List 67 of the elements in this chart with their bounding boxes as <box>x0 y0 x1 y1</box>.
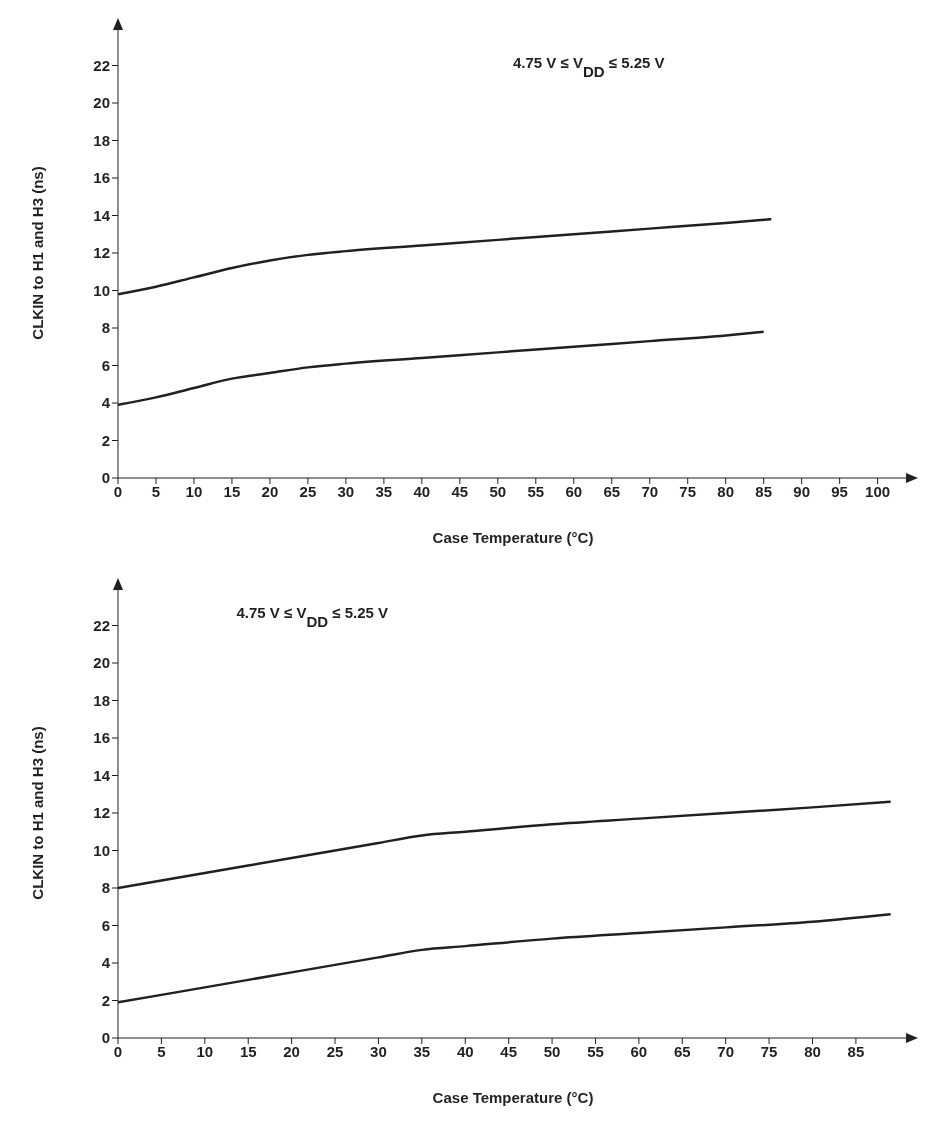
y-tick-label: 2 <box>101 431 110 449</box>
y-tick-label: 18 <box>93 691 110 709</box>
x-tick-label: 5 <box>151 482 161 500</box>
y-tick-label: 12 <box>93 244 110 262</box>
x-tick-label: 80 <box>804 1042 821 1060</box>
x-tick-label: 85 <box>847 1042 865 1060</box>
x-tick-label: 0 <box>113 482 123 500</box>
x-tick-label: 10 <box>185 482 203 500</box>
x-tick-label: 40 <box>413 482 431 500</box>
x-tick-label: 70 <box>641 482 659 500</box>
x-tick-label: 25 <box>299 482 317 500</box>
y-tick-label: 4 <box>101 954 111 972</box>
y-tick-label: 10 <box>93 281 110 299</box>
y-axis-title: CLKIN to H1 and H3 (ns) <box>29 726 47 900</box>
y-tick-label: 10 <box>93 841 110 859</box>
x-tick-label: 85 <box>755 482 773 500</box>
y-tick-label: 4 <box>101 394 111 412</box>
x-tick-label: 95 <box>831 482 848 500</box>
x-tick-label: 60 <box>565 482 583 500</box>
x-tick-label: 55 <box>587 1042 604 1060</box>
x-tick-label: 30 <box>370 1042 387 1060</box>
y-tick-label: 16 <box>93 169 110 187</box>
y-axis-title: CLKIN to H1 and H3 (ns) <box>29 166 47 340</box>
x-tick-label: 35 <box>413 1042 431 1060</box>
x-tick-label: 15 <box>223 482 241 500</box>
x-tick-label: 60 <box>630 1042 648 1060</box>
y-tick-label: 22 <box>93 56 110 74</box>
x-tick-label: 70 <box>717 1042 735 1060</box>
x-tick-label: 75 <box>679 482 697 500</box>
x-tick-label: 35 <box>375 482 393 500</box>
x-tick-label: 50 <box>543 1042 561 1060</box>
x-tick-label: 100 <box>865 482 891 500</box>
x-axis-title: Case Temperature (°C) <box>432 529 594 546</box>
x-tick-label: 20 <box>261 482 279 500</box>
y-tick-label: 14 <box>93 206 111 224</box>
y-tick-label: 6 <box>101 916 110 934</box>
y-tick-label: 0 <box>101 469 110 487</box>
x-tick-label: 65 <box>603 482 621 500</box>
x-tick-label: 20 <box>283 1042 300 1060</box>
y-tick-label: 14 <box>93 766 111 784</box>
x-tick-label: 5 <box>157 1042 166 1060</box>
y-tick-label: 20 <box>93 654 110 672</box>
x-tick-label: 25 <box>326 1042 344 1060</box>
y-tick-label: 8 <box>101 319 110 337</box>
y-tick-label: 6 <box>101 356 110 374</box>
y-tick-label: 20 <box>93 94 110 112</box>
x-tick-label: 80 <box>717 482 735 500</box>
y-tick-label: 8 <box>101 879 110 897</box>
x-tick-label: 40 <box>456 1042 474 1060</box>
x-tick-label: 50 <box>489 482 507 500</box>
x-axis-title: Case Temperature (°C) <box>432 1089 594 1106</box>
y-tick-label: 18 <box>93 131 110 149</box>
x-tick-label: 10 <box>196 1042 214 1060</box>
x-tick-label: 65 <box>673 1042 691 1060</box>
y-tick-label: 12 <box>93 804 110 822</box>
x-tick-label: 55 <box>527 482 545 500</box>
y-tick-label: 0 <box>101 1029 110 1047</box>
x-tick-label: 75 <box>760 1042 778 1060</box>
x-tick-label: 30 <box>337 482 355 500</box>
y-tick-label: 22 <box>93 616 110 634</box>
x-tick-label: 45 <box>451 482 469 500</box>
x-tick-label: 0 <box>113 1042 123 1060</box>
x-tick-label: 15 <box>239 1042 257 1060</box>
x-tick-label: 45 <box>500 1042 517 1060</box>
y-tick-label: 2 <box>101 991 110 1009</box>
y-tick-label: 16 <box>93 729 110 747</box>
x-tick-label: 90 <box>793 482 810 500</box>
